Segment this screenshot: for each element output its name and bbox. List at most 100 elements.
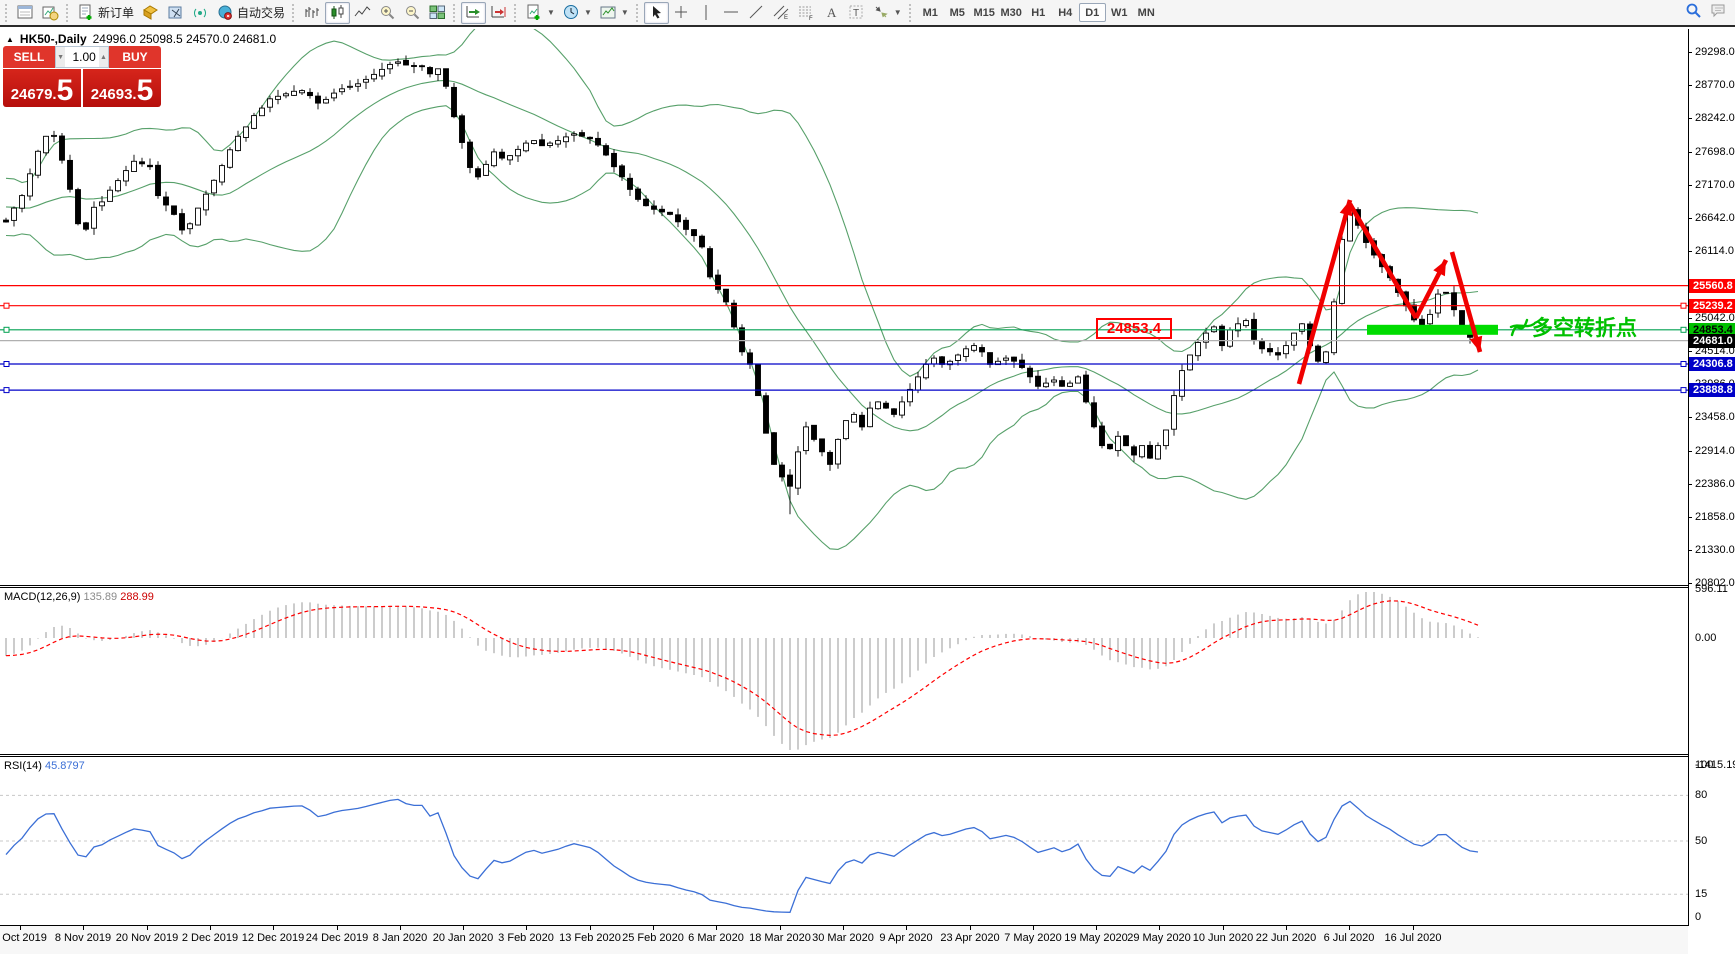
turning-point-text: 多空转折点 <box>1532 317 1637 340</box>
price-tick-label: 22386.0 <box>1695 478 1735 490</box>
volume-increase-button[interactable]: ▲ <box>98 47 108 67</box>
periods-button[interactable]: ▼ <box>559 2 596 24</box>
trend-arrow[interactable] <box>1348 202 1418 320</box>
tile-windows-button[interactable] <box>425 2 450 24</box>
line-chart-button[interactable] <box>350 2 375 24</box>
cursor-button[interactable] <box>643 1 669 24</box>
timeframe-m15-button[interactable]: M15 <box>973 6 995 19</box>
new-order-button[interactable]: 新订单 <box>74 2 138 24</box>
volume-decrease-button[interactable]: ▼ <box>56 47 66 67</box>
profiles-button[interactable] <box>38 2 63 24</box>
text-label-button[interactable]: T <box>844 2 869 24</box>
axis-tick <box>1688 85 1692 86</box>
zoom-in-button[interactable] <box>375 2 400 24</box>
chart-shift-icon <box>490 4 507 21</box>
sell-button[interactable]: SELL <box>3 46 55 68</box>
arrows-button[interactable]: ▼ <box>869 2 906 24</box>
vertical-line-button[interactable] <box>694 2 719 24</box>
timeframe-m5-button[interactable]: M5 <box>949 6 965 19</box>
date-label: 2 Dec 2019 <box>181 932 239 944</box>
fibonacci-button[interactable]: F <box>794 2 819 24</box>
signals-button[interactable] <box>188 2 213 24</box>
collapse-trade-panel-icon[interactable]: ▲ <box>6 34 14 44</box>
timeframe-h1-button[interactable]: H1 <box>1031 6 1046 19</box>
price-tag-24306.8: 24306.8 <box>1689 357 1735 371</box>
rsi-axis-label: 0 <box>1695 911 1702 923</box>
hline-23888.8[interactable] <box>0 387 1688 394</box>
macd-pane[interactable] <box>0 588 1688 754</box>
metaeditor-button[interactable] <box>163 2 188 24</box>
volume-input[interactable] <box>65 47 99 67</box>
equidistant-channel-button[interactable]: E <box>769 2 794 24</box>
axis-tick <box>1688 251 1692 252</box>
equidistant-channel-icon: E <box>773 4 790 21</box>
profiles-icon <box>42 4 59 21</box>
horizontal-line-button[interactable] <box>719 2 744 24</box>
rsi-pane[interactable] <box>0 757 1688 925</box>
new-chart-icon <box>17 4 34 21</box>
date-label: 16 Jul 2020 <box>1384 932 1442 944</box>
pane-separator-rsi[interactable] <box>0 754 1688 757</box>
candlestick-chart-button[interactable] <box>325 1 351 24</box>
search-icon[interactable] <box>1685 2 1702 24</box>
autotrading-button[interactable]: 自动交易 <box>213 2 289 24</box>
terminal-button[interactable] <box>138 2 163 24</box>
axis-tick <box>1688 351 1692 352</box>
trend-arrow[interactable] <box>1449 251 1483 353</box>
date-tick <box>843 926 844 930</box>
pane-separator-macd[interactable] <box>0 585 1688 588</box>
trendline-button[interactable] <box>744 2 769 24</box>
candlestick-chart-icon <box>329 4 346 21</box>
bar-chart-button[interactable] <box>300 2 325 24</box>
trend-arrow[interactable] <box>1413 258 1449 320</box>
date-label: 13 Feb 2020 <box>559 932 621 944</box>
macd-axis-label: 0.00 <box>1695 632 1717 644</box>
sell-price[interactable]: 24679. 5 <box>3 69 81 107</box>
chart-shift-button[interactable] <box>486 2 511 24</box>
crosshair-button[interactable] <box>669 2 694 24</box>
svg-text:A: A <box>827 5 837 20</box>
date-label: 9 Apr 2020 <box>879 932 933 944</box>
date-label: 7 May 2020 <box>1004 932 1062 944</box>
trend-arrow[interactable] <box>1296 199 1353 385</box>
toolbar-separator <box>5 3 10 22</box>
main-price-pane[interactable] <box>0 29 1688 585</box>
indicators-button[interactable]: ▼ <box>522 2 559 24</box>
zoom-out-button[interactable] <box>400 2 425 24</box>
auto-scroll-button[interactable] <box>461 1 487 24</box>
templates-icon <box>600 4 617 21</box>
timeframe-m1-button[interactable]: M1 <box>922 6 938 19</box>
timeframe-d1-button[interactable]: D1 <box>1078 3 1106 22</box>
price-axis[interactable]: 29298.0 28770.0 28242.0 27698.0 27170.0 26642… <box>1688 29 1735 926</box>
buy-button[interactable]: BUY <box>109 46 161 68</box>
rsi-axis-label: 100 <box>1695 759 1714 771</box>
axis-tick <box>1688 583 1692 584</box>
turning-point-annotation[interactable]: 多空转折点 <box>1508 312 1637 342</box>
date-tick <box>1413 926 1414 930</box>
date-tick <box>210 926 211 930</box>
level-price-callout[interactable]: 24853.4 <box>1096 318 1172 339</box>
tile-windows-icon <box>429 4 446 21</box>
text-button[interactable]: A <box>819 2 844 24</box>
chat-icon[interactable] <box>1710 2 1727 24</box>
hline-24306.8[interactable] <box>0 361 1688 367</box>
date-label: 18 Mar 2020 <box>749 932 811 944</box>
timeframe-mn-button[interactable]: MN <box>1137 6 1155 19</box>
support-zone-rect[interactable] <box>1367 324 1498 335</box>
timeframe-h4-button[interactable]: H4 <box>1058 6 1073 19</box>
text-label-icon: T <box>848 4 865 21</box>
trendline-icon <box>748 4 765 21</box>
timeframe-m30-button[interactable]: M30 <box>1000 6 1022 19</box>
timeframe-w1-button[interactable]: W1 <box>1110 6 1128 19</box>
templates-button[interactable]: ▼ <box>596 2 633 24</box>
price-tag-24681.0: 24681.0 <box>1689 334 1735 348</box>
dropdown-arrow-icon: ▼ <box>583 8 592 17</box>
price-tick-label: 28770.0 <box>1695 79 1735 91</box>
text-icon: A <box>823 4 840 21</box>
hline-25239.2[interactable] <box>0 302 1688 309</box>
buy-price[interactable]: 24693. 5 <box>83 69 161 107</box>
one-click-trade-panel: SELL ▼ ▲ BUY 24679.5 24693.5 <box>3 46 161 107</box>
new-chart-button[interactable] <box>13 2 38 24</box>
